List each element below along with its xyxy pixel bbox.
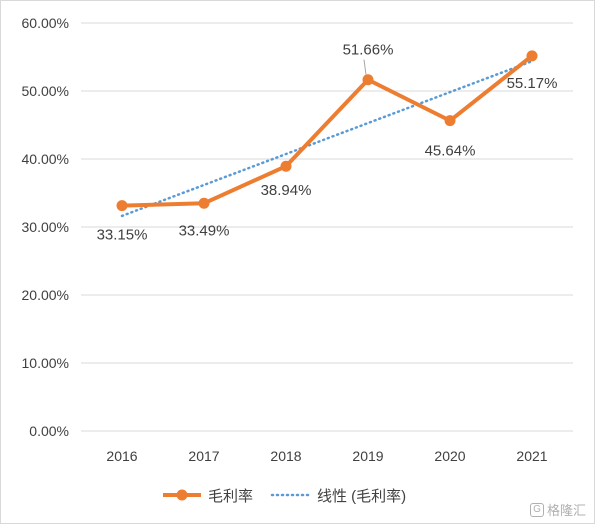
label-leader-line: [363, 59, 367, 75]
data-point: [444, 115, 456, 127]
y-tick-label: 0.00%: [29, 423, 69, 439]
y-tick-label: 20.00%: [22, 287, 69, 303]
data-point: [198, 197, 210, 209]
y-tick-label: 30.00%: [22, 219, 69, 235]
legend-series-marker: [176, 489, 188, 501]
x-tick-label: 2017: [188, 448, 219, 464]
x-tick-label: 2016: [106, 448, 137, 464]
watermark: G 格隆汇: [529, 500, 586, 519]
data-label: 33.15%: [97, 227, 148, 244]
trendline: [120, 59, 534, 218]
data-point: [280, 160, 292, 172]
data-point: [116, 200, 128, 212]
watermark-logo-icon: G: [529, 502, 544, 517]
data-label: 51.66%: [343, 42, 394, 59]
x-tick-label: 2021: [516, 448, 547, 464]
data-label: 33.49%: [179, 222, 230, 239]
y-tick-label: 60.00%: [22, 15, 69, 31]
x-tick-label: 2020: [434, 448, 465, 464]
legend-trendline-label: 线性 (毛利率): [317, 488, 406, 505]
y-tick-label: 10.00%: [22, 355, 69, 371]
y-tick-label: 40.00%: [22, 151, 69, 167]
data-label: 45.64%: [425, 143, 476, 160]
data-point: [362, 74, 374, 86]
data-point: [526, 50, 538, 62]
y-tick-label: 50.00%: [22, 83, 69, 99]
x-tick-label: 2019: [352, 448, 383, 464]
legend-series-label: 毛利率: [208, 488, 253, 505]
data-label: 38.94%: [261, 182, 312, 199]
data-label: 55.17%: [507, 75, 558, 92]
series-line: [121, 54, 534, 208]
x-tick-label: 2018: [270, 448, 301, 464]
watermark-text: 格隆汇: [546, 503, 586, 518]
